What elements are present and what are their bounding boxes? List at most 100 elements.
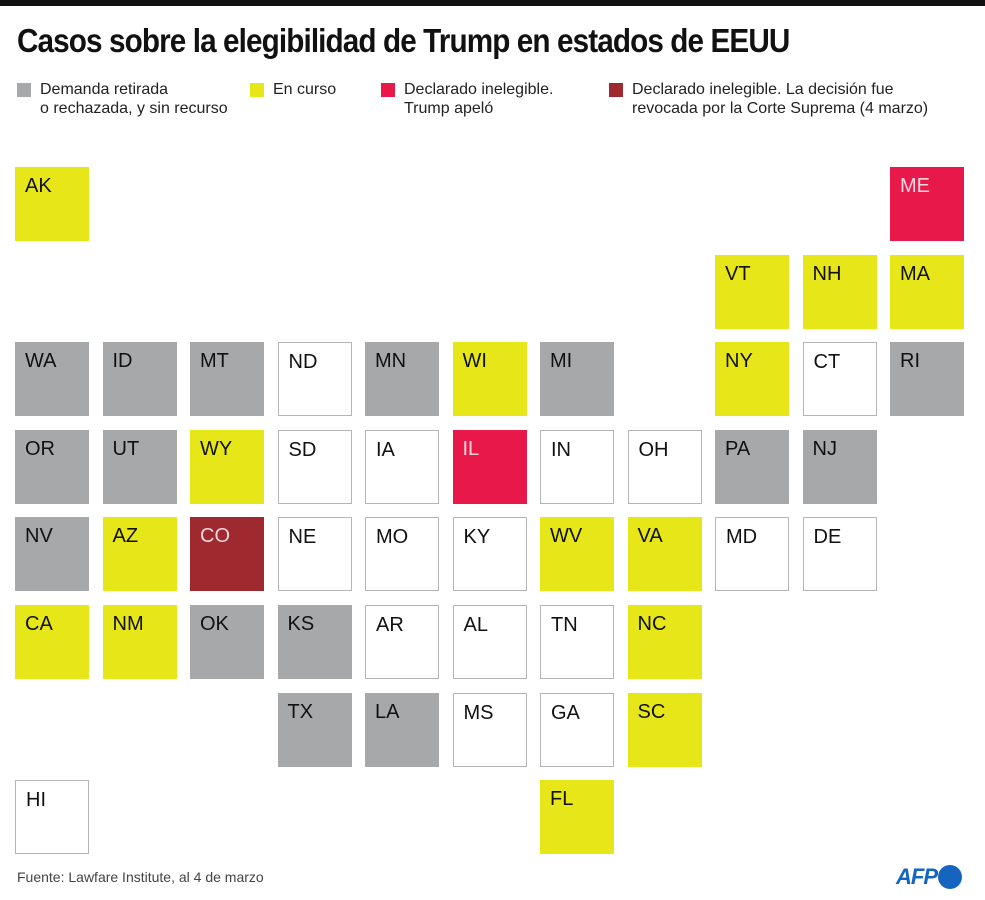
state-code: LA bbox=[375, 700, 400, 723]
page-title: Casos sobre la elegibilidad de Trump en … bbox=[17, 22, 790, 59]
state-code: OH bbox=[638, 438, 669, 461]
legend-label: En curso bbox=[273, 80, 336, 99]
state-code: WA bbox=[25, 350, 57, 373]
state-tile-la: LA bbox=[365, 692, 439, 767]
legend-swatch bbox=[381, 83, 395, 97]
state-tile-ga: GA bbox=[540, 692, 614, 767]
state-code: AK bbox=[25, 175, 52, 197]
state-tile-in: IN bbox=[540, 429, 614, 504]
legend-item-ineligible-overturned: Declarado inelegible. La decisión fue rev… bbox=[609, 80, 928, 118]
state-code: UT bbox=[112, 437, 140, 460]
state-tile-al: AL bbox=[452, 605, 527, 679]
state-tile-nd: ND bbox=[277, 342, 352, 417]
state-code: WY bbox=[200, 437, 233, 460]
state-code: TN bbox=[551, 614, 578, 636]
state-code: WV bbox=[550, 525, 583, 548]
state-tile-nh: NH bbox=[802, 254, 877, 329]
legend-label-line: Trump apeló bbox=[404, 100, 494, 117]
state-tile-ne: NE bbox=[277, 517, 352, 592]
legend-label-line: Declarado inelegible. La decisión fue bbox=[632, 81, 894, 98]
state-tile-ut: UT bbox=[102, 429, 177, 504]
legend-item-ongoing: En curso bbox=[250, 80, 336, 99]
state-code: CA bbox=[25, 613, 53, 635]
legend-label-line: Demanda retirada bbox=[40, 81, 169, 98]
state-tile-ar: AR bbox=[365, 605, 439, 679]
legend-swatch bbox=[250, 83, 264, 97]
state-tile-il: IL bbox=[452, 429, 527, 504]
state-code: MS bbox=[463, 701, 494, 724]
state-code: AZ bbox=[112, 525, 139, 548]
state-code: SD bbox=[288, 438, 317, 461]
legend-label-line: En curso bbox=[273, 81, 337, 98]
legend-label-line: o rechazada, y sin recurso bbox=[40, 100, 228, 117]
state-code: OR bbox=[25, 437, 55, 460]
state-tile-sc: SC bbox=[627, 692, 702, 767]
legend-label-line: Declarado inelegible. bbox=[404, 81, 554, 98]
state-code: GA bbox=[551, 701, 580, 724]
state-code: MT bbox=[200, 350, 229, 373]
state-tile-co: CO bbox=[190, 517, 264, 592]
state-tile-nm: NM bbox=[102, 605, 177, 679]
legend-label: Declarado inelegible. La decisión fue rev… bbox=[632, 80, 928, 118]
state-code: MO bbox=[376, 526, 409, 549]
afp-logo-dot-icon bbox=[938, 865, 962, 889]
state-tile-ct: CT bbox=[802, 342, 877, 417]
afp-logo: AFP bbox=[896, 864, 962, 890]
state-code: MN bbox=[375, 350, 407, 373]
state-code: KY bbox=[463, 526, 491, 549]
state-tile-ak: AK bbox=[15, 167, 89, 241]
state-code: NV bbox=[25, 525, 53, 548]
state-tile-mi: MI bbox=[540, 342, 614, 417]
state-tile-oh: OH bbox=[627, 429, 702, 504]
state-tile-wa: WA bbox=[15, 342, 89, 417]
state-code: MD bbox=[726, 526, 758, 549]
source-note: Fuente: Lawfare Institute, al 4 de marzo bbox=[17, 869, 264, 885]
state-code: TX bbox=[287, 700, 314, 723]
state-code: SC bbox=[637, 700, 666, 723]
state-tile-pa: PA bbox=[715, 429, 789, 504]
state-code: NE bbox=[288, 526, 317, 549]
state-code: MI bbox=[550, 350, 573, 373]
state-tile-fl: FL bbox=[540, 780, 614, 855]
afp-logo-text: AFP bbox=[896, 864, 938, 889]
state-tile-ks: KS bbox=[277, 605, 352, 679]
state-code: MA bbox=[900, 262, 930, 285]
state-tile-wi: WI bbox=[452, 342, 527, 417]
state-tile-id: ID bbox=[102, 342, 177, 417]
state-tile-sd: SD bbox=[277, 429, 352, 504]
state-tile-ky: KY bbox=[452, 517, 527, 592]
state-tile-nc: NC bbox=[627, 605, 702, 679]
state-tile-ca: CA bbox=[15, 605, 89, 679]
legend-label: Declarado inelegible. Trump apeló bbox=[404, 80, 553, 118]
legend-label-line: revocada por la Corte Suprema (4 marzo) bbox=[632, 100, 929, 117]
state-code: HI bbox=[26, 789, 46, 812]
state-tile-mo: MO bbox=[365, 517, 439, 592]
state-tile-va: VA bbox=[627, 517, 702, 592]
state-tile-hi: HI bbox=[15, 780, 89, 855]
state-tile-ok: OK bbox=[190, 605, 264, 679]
state-tile-ri: RI bbox=[890, 342, 964, 417]
state-code: IL bbox=[462, 437, 480, 460]
state-tile-ms: MS bbox=[452, 692, 527, 767]
state-code: CT bbox=[813, 351, 841, 374]
state-code: NH bbox=[812, 262, 842, 285]
state-tile-az: AZ bbox=[102, 517, 177, 592]
state-code: AR bbox=[376, 614, 404, 636]
legend-swatch bbox=[609, 83, 623, 97]
state-tile-ny: NY bbox=[715, 342, 789, 417]
state-code: ME bbox=[900, 175, 930, 197]
top-rule bbox=[0, 0, 985, 6]
state-code: IA bbox=[376, 438, 395, 461]
state-code: DE bbox=[813, 526, 842, 549]
state-tile-nj: NJ bbox=[802, 429, 877, 504]
legend-swatch bbox=[17, 83, 31, 97]
state-tile-tn: TN bbox=[540, 605, 614, 679]
state-tile-wv: WV bbox=[540, 517, 614, 592]
state-tile-ma: MA bbox=[890, 254, 964, 329]
state-tile-md: MD bbox=[715, 517, 789, 592]
state-code: PA bbox=[725, 437, 751, 460]
state-code: NM bbox=[112, 613, 144, 635]
state-tile-or: OR bbox=[15, 429, 89, 504]
state-code: ND bbox=[288, 351, 318, 374]
state-tile-mn: MN bbox=[365, 342, 439, 417]
